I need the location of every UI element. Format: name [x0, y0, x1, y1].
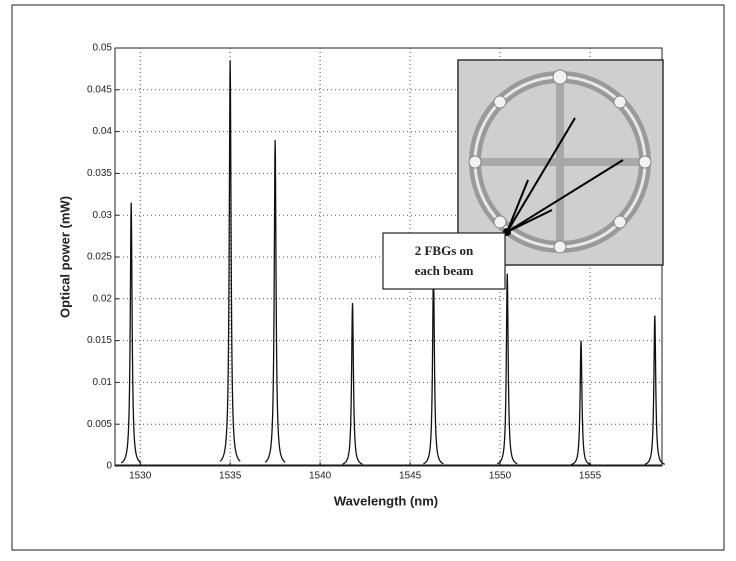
y-tick-label: 0.015 — [87, 335, 112, 346]
y-tick-label: 0.035 — [87, 168, 112, 179]
y-tick-label: 0.02 — [93, 293, 113, 304]
annotation-line: each beam — [415, 263, 474, 278]
y-tick-label: 0.045 — [87, 84, 112, 95]
y-tick-label: 0.025 — [87, 252, 112, 263]
x-tick-label: 1540 — [309, 471, 332, 482]
x-tick-label: 1535 — [219, 471, 242, 482]
y-axis-title: Optical power (mW) — [57, 196, 72, 318]
x-tick-label: 1550 — [489, 471, 512, 482]
y-tick-label: 0.005 — [87, 419, 112, 430]
spectral-peak — [342, 302, 363, 465]
spectral-peak — [120, 202, 142, 464]
figure-border — [11, 4, 725, 551]
y-tick-label: 0.04 — [93, 126, 113, 137]
spectral-peak — [264, 139, 286, 463]
x-tick-label: 1555 — [579, 471, 602, 482]
y-tick-label: 0 — [106, 461, 112, 472]
x-axis-title: Wavelength (nm) — [334, 493, 438, 508]
annotation-box — [382, 232, 506, 290]
x-tick-label: 1530 — [129, 471, 152, 482]
inset-photo — [457, 59, 664, 266]
y-tick-label: 0.01 — [93, 377, 113, 388]
y-tick-label: 0.03 — [93, 210, 113, 221]
spectral-peak — [570, 340, 592, 466]
spectral-peak — [219, 60, 241, 462]
x-tick-label: 1545 — [399, 471, 422, 482]
y-tick-label: 0.05 — [93, 43, 113, 54]
spectral-peak — [496, 273, 518, 465]
spectral-peak — [644, 315, 666, 465]
annotation-line: 2 FBGs on — [415, 243, 474, 258]
